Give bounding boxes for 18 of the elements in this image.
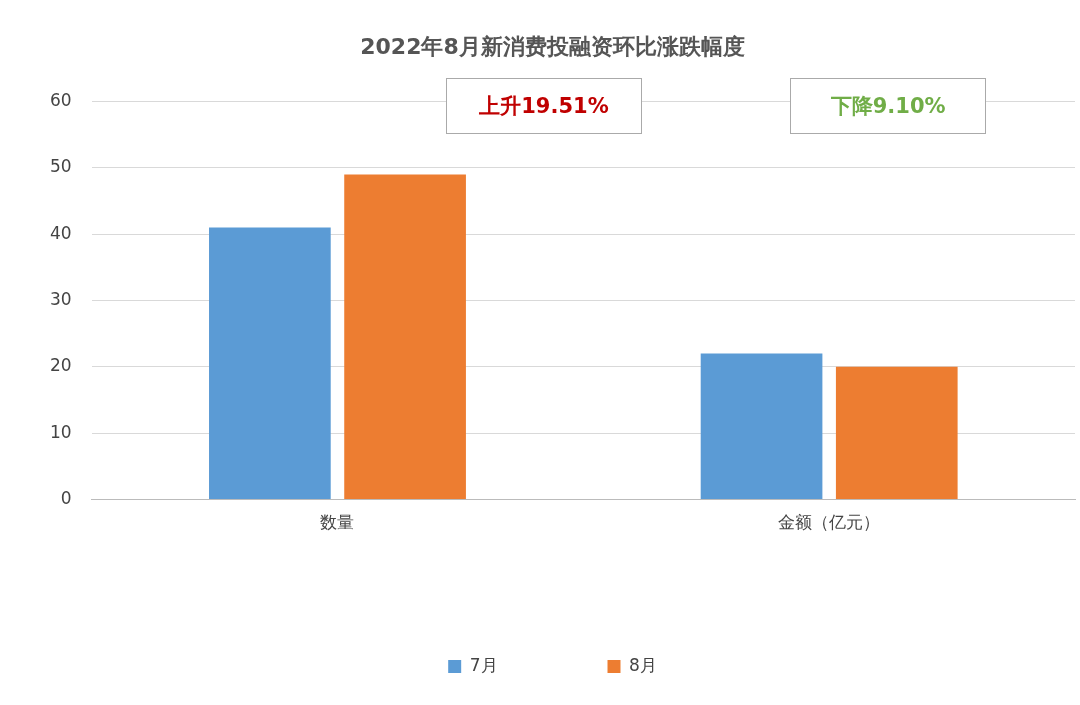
bar: [835, 366, 958, 500]
chart-title: 2022年8月新消费投融资环比涨跌幅度: [360, 33, 745, 59]
bar: [209, 227, 331, 500]
bar: [344, 174, 466, 500]
callout-box: 上升19.51%: [445, 78, 642, 135]
y-tick-label: 20: [49, 355, 72, 376]
y-tick-label: 0: [60, 488, 72, 509]
y-tick-label: 30: [49, 288, 72, 309]
y-tick-label: 50: [49, 156, 72, 177]
callout-box: 下降9.10%: [790, 78, 987, 135]
x-tick-label: 数量: [320, 512, 355, 533]
legend-label: 7月: [469, 654, 498, 675]
y-tick-label: 60: [49, 89, 72, 110]
bar: [700, 353, 823, 500]
y-tick-label: 40: [49, 222, 72, 243]
x-tick-label: 金额（亿元）: [778, 512, 881, 533]
y-tick-label: 10: [49, 421, 72, 442]
legend-label: 8月: [629, 654, 657, 675]
